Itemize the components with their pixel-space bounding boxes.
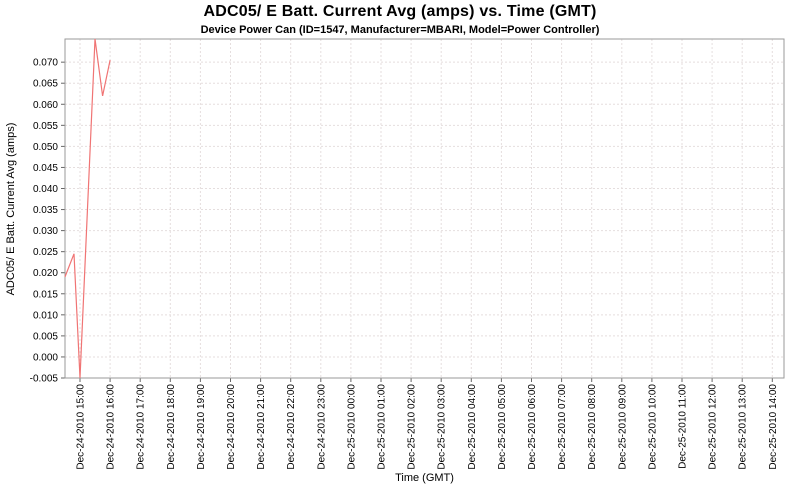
y-tick-label: 0.020 [33,268,58,279]
x-tick-label: Dec-25-2010 14:00 [768,384,779,470]
y-tick-label: 0.040 [33,184,58,195]
x-tick-label: Dec-24-2010 22:00 [286,384,297,470]
x-tick-label: Dec-25-2010 02:00 [407,384,418,470]
x-tick-label: Dec-25-2010 04:00 [467,384,478,470]
y-tick-label: 0.065 [33,79,58,90]
x-tick-label: Dec-25-2010 06:00 [527,384,538,470]
x-tick-label: Dec-25-2010 03:00 [437,384,448,470]
x-tick-label: Dec-25-2010 08:00 [587,384,598,470]
series-line [64,38,111,379]
y-tick-label: 0.070 [33,58,58,69]
chart-title: ADC05/ E Batt. Current Avg (amps) vs. Ti… [203,3,597,20]
y-tick-label: 0.005 [33,331,58,342]
x-tick-label: Dec-25-2010 13:00 [738,384,749,470]
y-tick-label: 0.035 [33,205,58,216]
x-tick-label: Dec-25-2010 01:00 [377,384,388,470]
chart-subtitle: Device Power Can (ID=1547, Manufacturer=… [200,24,600,36]
x-tick-label: Dec-24-2010 20:00 [226,384,237,470]
x-tick-label: Dec-25-2010 07:00 [557,384,568,470]
y-tick-label: 0.015 [33,289,58,300]
x-tick-label: Dec-25-2010 12:00 [708,384,719,470]
x-tick-label: Dec-24-2010 17:00 [136,384,147,470]
x-axis-label: Time (GMT) [395,472,454,484]
y-tick-label: 0.055 [33,121,58,132]
plot-border [64,38,785,379]
y-tick-label: -0.005 [30,374,59,385]
x-tick-label: Dec-24-2010 15:00 [76,384,87,470]
x-tick-label: Dec-25-2010 09:00 [617,384,628,470]
y-tick-label: 0.025 [33,247,58,258]
y-tick-label: 0.010 [33,310,58,321]
y-tick-label: 0.000 [33,352,58,363]
x-tick-label: Dec-24-2010 16:00 [106,384,117,470]
x-tick-label: Dec-24-2010 21:00 [256,384,267,470]
x-tick-label: Dec-25-2010 00:00 [346,384,357,470]
x-tick-label: Dec-25-2010 11:00 [678,384,689,469]
x-tick-label: Dec-25-2010 10:00 [647,384,658,470]
y-tick-label: 0.045 [33,163,58,174]
x-tick-label: Dec-25-2010 05:00 [497,384,508,470]
x-tick-label: Dec-24-2010 18:00 [166,384,177,470]
y-tick-label: 0.050 [33,142,58,153]
x-tick-label: Dec-24-2010 19:00 [196,384,207,470]
x-tick-label: Dec-24-2010 23:00 [316,384,327,470]
y-tick-label: 0.060 [33,100,58,111]
y-tick-label: 0.030 [33,226,58,237]
